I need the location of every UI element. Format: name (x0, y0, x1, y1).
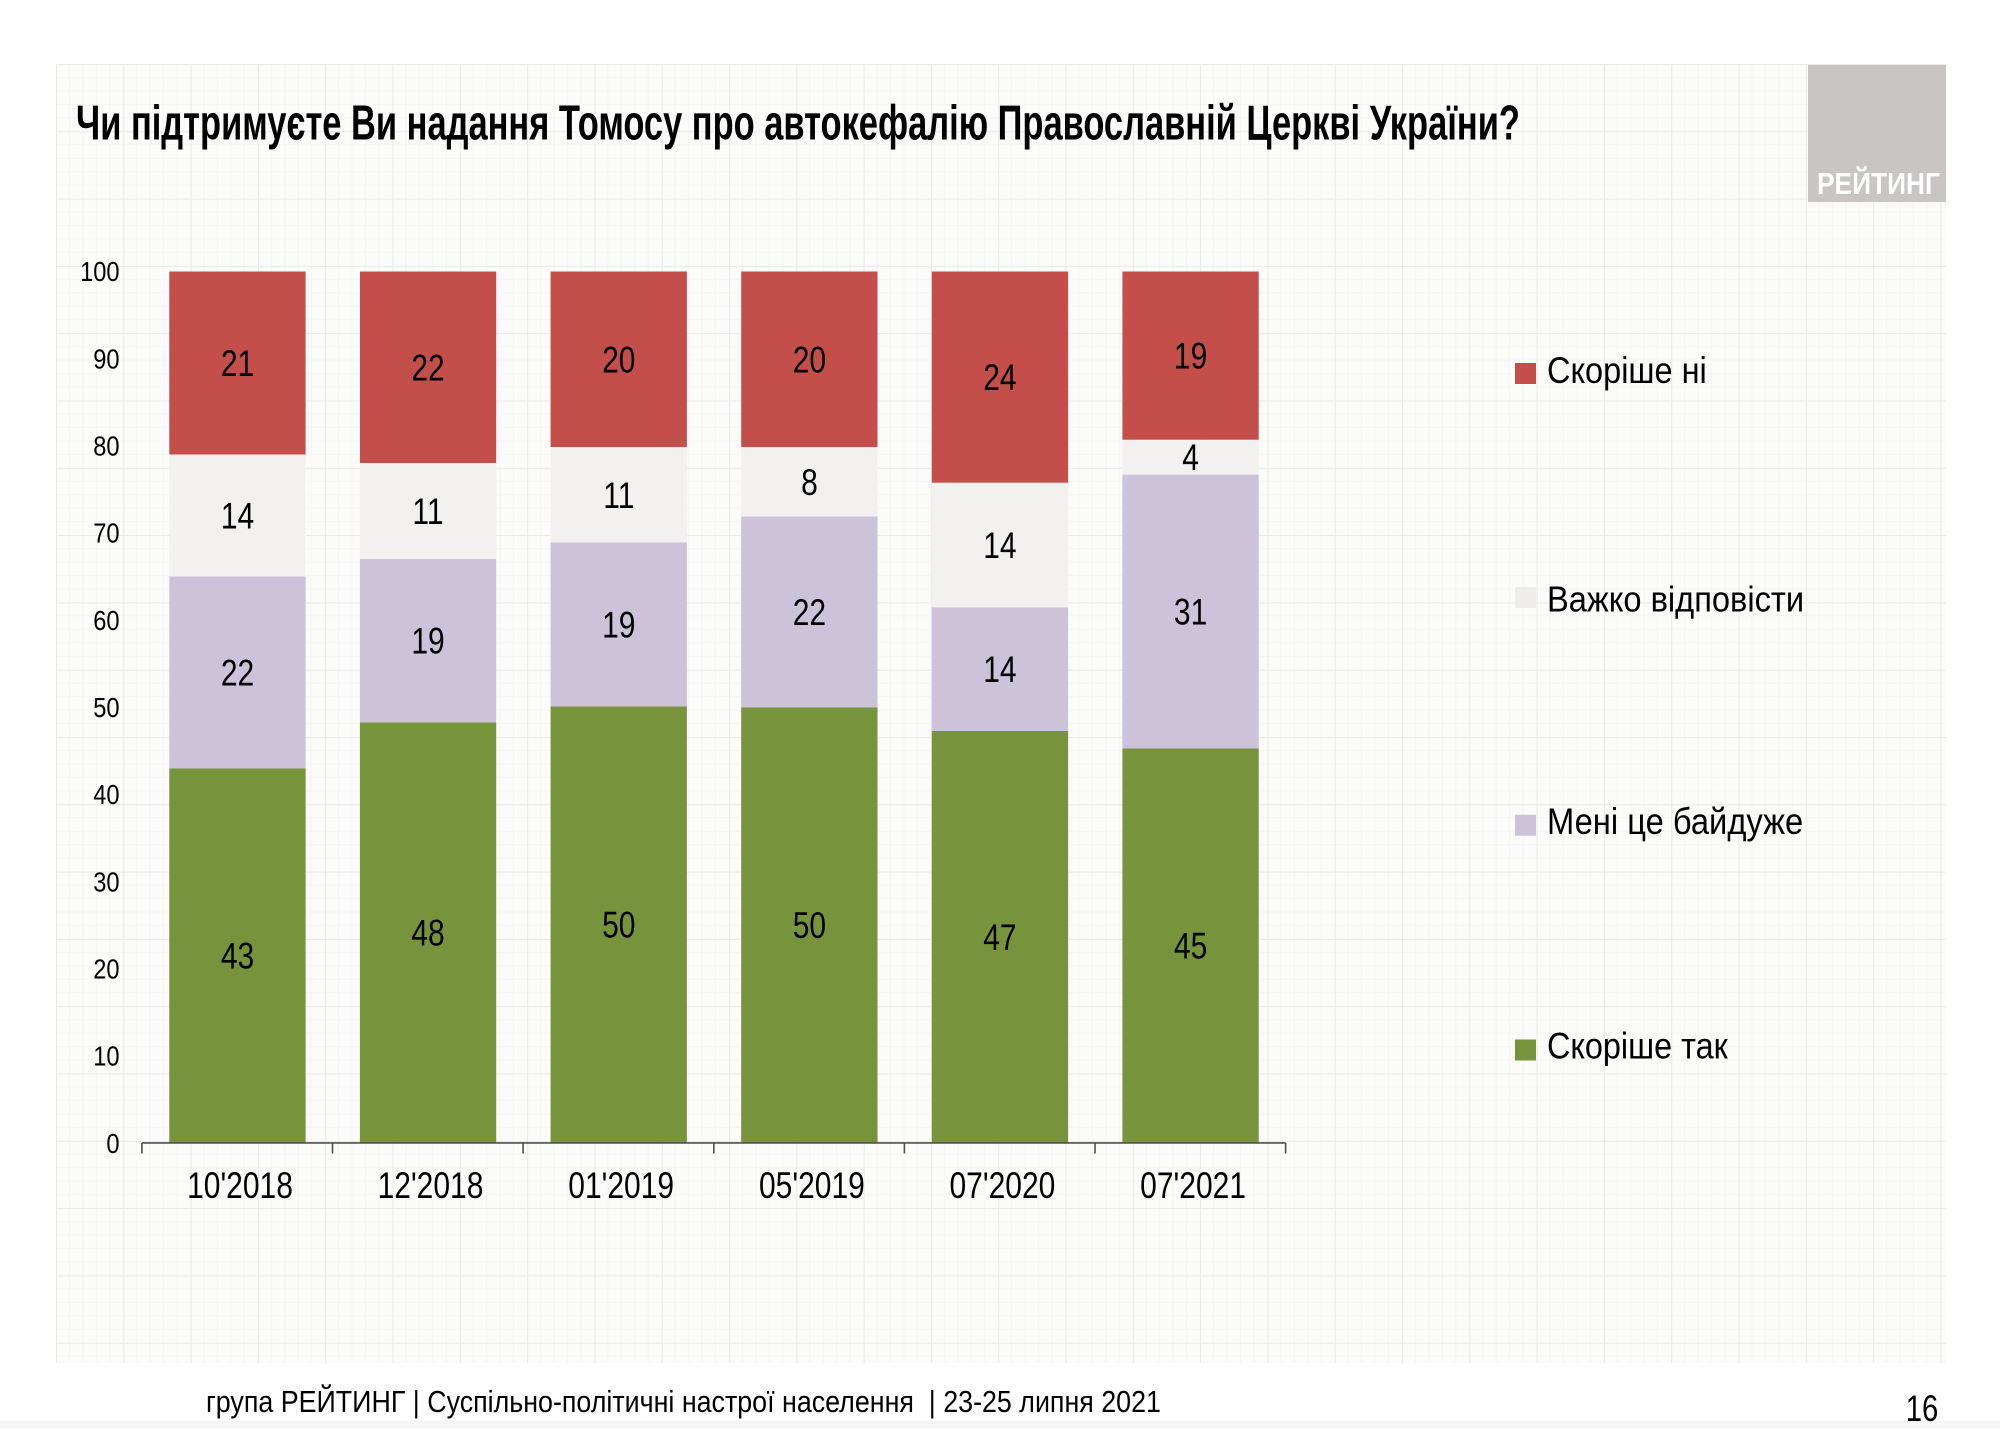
svg-text:РЕЙТИНГ: РЕЙТИНГ (1817, 166, 1940, 200)
svg-text:40: 40 (93, 781, 119, 811)
svg-text:19: 19 (1174, 337, 1207, 377)
svg-text:22: 22 (411, 349, 444, 389)
svg-text:01'2019: 01'2019 (568, 1166, 674, 1206)
svg-text:21: 21 (221, 344, 254, 384)
svg-text:12'2018: 12'2018 (378, 1166, 484, 1206)
svg-text:Важко відповісти: Важко відповісти (1547, 580, 1804, 620)
svg-text:0: 0 (106, 1129, 119, 1159)
svg-text:47: 47 (983, 918, 1016, 958)
svg-text:07'2021: 07'2021 (1140, 1166, 1246, 1206)
svg-text:60: 60 (93, 606, 119, 636)
svg-text:20: 20 (93, 955, 119, 985)
svg-text:22: 22 (793, 593, 826, 633)
svg-text:11: 11 (603, 476, 634, 516)
svg-text:07'2020: 07'2020 (949, 1166, 1055, 1206)
svg-text:14: 14 (983, 650, 1016, 690)
svg-text:05'2019: 05'2019 (759, 1166, 865, 1206)
svg-text:10: 10 (93, 1042, 119, 1072)
svg-text:70: 70 (93, 519, 119, 549)
svg-text:Чи підтримуєте Ви надання Томо: Чи підтримуєте Ви надання Томосу про авт… (76, 95, 1520, 149)
svg-text:4: 4 (1182, 438, 1199, 478)
svg-text:24: 24 (983, 358, 1016, 398)
svg-text:80: 80 (93, 432, 119, 462)
svg-text:45: 45 (1174, 927, 1207, 967)
svg-text:43: 43 (221, 937, 254, 977)
svg-text:10'2018: 10'2018 (187, 1166, 293, 1206)
svg-text:20: 20 (793, 341, 826, 381)
svg-text:16: 16 (1906, 1389, 1939, 1429)
svg-text:група РЕЙТИНГ | Суспільно-полі: група РЕЙТИНГ | Суспільно-політичні наст… (206, 1383, 1161, 1419)
svg-text:90: 90 (93, 345, 119, 375)
svg-text:30: 30 (93, 868, 119, 898)
svg-text:11: 11 (412, 492, 443, 532)
svg-text:19: 19 (602, 606, 635, 646)
svg-text:50: 50 (793, 906, 826, 946)
svg-text:48: 48 (411, 914, 444, 954)
svg-text:50: 50 (93, 693, 119, 723)
svg-text:Скоріше так: Скоріше так (1547, 1027, 1729, 1067)
svg-text:50: 50 (602, 906, 635, 946)
svg-text:22: 22 (221, 654, 254, 694)
svg-text:19: 19 (411, 622, 444, 662)
svg-text:Мені це байдуже: Мені це байдуже (1547, 802, 1803, 842)
svg-text:100: 100 (80, 258, 119, 288)
svg-text:14: 14 (221, 497, 254, 537)
svg-text:20: 20 (602, 341, 635, 381)
svg-text:31: 31 (1174, 593, 1207, 633)
svg-text:8: 8 (801, 463, 818, 503)
svg-text:Скоріше ні: Скоріше ні (1547, 351, 1707, 391)
svg-text:14: 14 (983, 526, 1016, 566)
